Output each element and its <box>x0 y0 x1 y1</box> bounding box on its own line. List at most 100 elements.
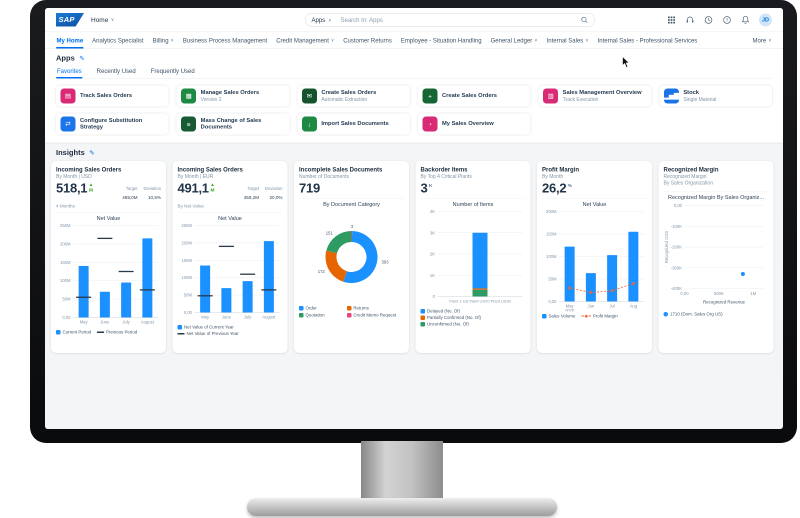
search-input[interactable]: Search In: Apps <box>340 16 383 24</box>
card-profit-margin[interactable]: Profit Margin By Month 26,2 % Net Value … <box>537 161 652 353</box>
apps-tab-frequently-used[interactable]: Frequently Used <box>150 67 195 75</box>
tab-credit-management[interactable]: Credit Management ∨ <box>276 36 335 44</box>
tab-general-ledger[interactable]: General Ledger ∨ <box>490 36 538 44</box>
shell-header: SAP Home ∨ Apps ∨ Search In: Apps <box>45 8 783 32</box>
trend-up-icon: ▲ <box>210 182 215 187</box>
monitor-stand-base <box>247 498 557 516</box>
space-selector[interactable]: Home ∨ <box>91 16 114 24</box>
svg-text:50M: 50M <box>184 293 193 298</box>
svg-text:100M: 100M <box>60 278 71 283</box>
tab-internal-sales[interactable]: Internal Sales ∨ <box>546 36 589 44</box>
legend-item: Order <box>299 306 344 311</box>
help-icon[interactable]: ? <box>722 15 732 25</box>
tab-more[interactable]: More ∨ <box>752 36 772 44</box>
chart-legend: Order Returns Quotation Credit Memo Request <box>299 306 404 318</box>
tile-stock[interactable]: ▂▅▇ Stock Single Material <box>659 85 772 107</box>
tile-import-sales-documents[interactable]: ↓ Import Sales Documents <box>297 113 410 135</box>
svg-text:200M: 200M <box>182 240 193 245</box>
card-incoming-sales-orders-eur[interactable]: Incoming Sales Orders By Month | EUR 491… <box>172 161 288 353</box>
insight-cards: Incoming Sales Orders By Month | USD 518… <box>51 161 777 353</box>
tab-employee-situation-handling[interactable]: Employee - Situation Handling <box>400 36 482 44</box>
svg-text:?: ? <box>726 17 729 22</box>
legend-item: Current Period <box>56 330 91 335</box>
apps-tab-favorites[interactable]: Favorites <box>56 66 83 79</box>
svg-text:0,00: 0,00 <box>62 315 71 320</box>
svg-text:-100K: -100K <box>671 224 682 229</box>
svg-text:200M: 200M <box>60 241 71 246</box>
legend-item: Credit Memo Request <box>346 313 404 318</box>
tab-internal-sales-professional-services[interactable]: Internal Sales - Professional Services <box>597 36 698 44</box>
legend-item: Net Value of Previous Year <box>177 331 283 336</box>
svg-text:Recognized COS: Recognized COS <box>664 231 669 264</box>
legend-item: Delayed (No. Of) <box>420 309 526 314</box>
svg-text:1M: 1M <box>750 291 756 296</box>
svg-text:-300K: -300K <box>671 265 682 270</box>
search-bar[interactable]: Apps ∨ Search In: Apps <box>305 13 595 27</box>
track-sales-orders-icon: ▤ <box>60 88 76 104</box>
edit-pencil-icon[interactable]: ✎ <box>79 54 85 62</box>
svg-text:-200K: -200K <box>671 245 682 250</box>
chevron-down-icon: ∨ <box>110 17 115 22</box>
svg-text:2K: 2K <box>430 252 435 257</box>
tab-customer-returns[interactable]: Customer Returns <box>343 36 392 44</box>
tile-track-sales-orders[interactable]: ▤ Track Sales Orders <box>56 85 169 107</box>
tile-create-sales-orders[interactable]: + Create Sales Orders <box>417 85 531 107</box>
svg-text:500K: 500K <box>714 291 724 296</box>
tile-configure-substitution-strategy[interactable]: ⇄ Configure Substitution Strategy <box>56 113 169 135</box>
svg-text:393: 393 <box>382 260 390 265</box>
chevron-down-icon: ∨ <box>534 37 538 43</box>
legend-item: Quotation <box>299 313 344 318</box>
tab-analytics-specialist[interactable]: Analytics Specialist <box>92 36 144 44</box>
header-actions: ? JD <box>667 13 772 27</box>
recent-activities-icon[interactable] <box>704 15 714 25</box>
card-recognized-margin[interactable]: Recognized Margin Recognized Margin By S… <box>658 161 774 353</box>
legend-item: Profit Margin <box>581 314 618 319</box>
svg-text:June: June <box>100 320 110 325</box>
edit-pencil-icon[interactable]: ✎ <box>89 148 95 157</box>
chart-legend: Net Value of Current Year Net Value of Pr… <box>177 325 283 336</box>
apps-section: Apps ✎ Favorites Recently Used Frequentl… <box>45 49 783 143</box>
svg-text:3: 3 <box>351 224 354 229</box>
incoming-sales-orders-eur-chart: 250M 200M 150M 100M 50M 0,00 May June July August <box>182 223 280 320</box>
tile-my-sales-overview[interactable]: ◔ My Sales Overview <box>417 113 531 135</box>
chevron-down-icon: ∨ <box>330 37 335 43</box>
svg-text:0,00: 0,00 <box>674 203 683 208</box>
svg-text:172: 172 <box>318 269 326 274</box>
insights-section-title: Insights ✎ <box>56 148 95 158</box>
trend-up-icon: ▲ <box>88 182 94 187</box>
search-scope-select[interactable]: Apps <box>311 16 326 24</box>
chart-legend: 1710 (Dom. Sales Org US) <box>663 312 769 317</box>
user-avatar[interactable]: JD <box>759 13 772 27</box>
search-icon[interactable] <box>581 16 589 24</box>
apps-tab-recently-used[interactable]: Recently Used <box>96 67 136 75</box>
notifications-bell-icon[interactable] <box>741 15 751 25</box>
svg-text:50M: 50M <box>548 277 557 282</box>
legend-item: Previous Period <box>97 330 137 335</box>
tile-create-sales-orders-automatic-extraction[interactable]: ✉ Create Sales Orders Automatic Extractio… <box>297 85 410 107</box>
tab-business-process-management[interactable]: Business Process Management <box>182 36 268 44</box>
legend-item: Returns <box>346 306 404 311</box>
svg-text:July: July <box>122 320 130 325</box>
svg-text:4K: 4K <box>430 209 435 214</box>
chart-legend: Delayed (No. Of) Partially Confirmed (No.… <box>420 309 526 327</box>
tile-sales-management-overview[interactable]: ▥ Sales Management Overview Track Executi… <box>538 85 652 107</box>
svg-text:June: June <box>222 315 232 320</box>
tile-mass-change-of-sales-documents[interactable]: ≡ Mass Change of Sales Documents <box>176 113 290 135</box>
card-incoming-sales-orders-usd[interactable]: Incoming Sales Orders By Month | USD 518… <box>51 161 166 353</box>
monitor-screen: SAP Home ∨ Apps ∨ Search In: Apps <box>45 8 783 429</box>
legend-item: Unconfirmed (No. Of) <box>420 322 526 327</box>
app-tiles: ▤ Track Sales Orders ▦ Manage Sales Orde… <box>56 85 772 135</box>
card-incomplete-sales-documents[interactable]: Incomplete Sales Documents Number of Doc… <box>294 161 409 353</box>
support-headset-icon[interactable] <box>685 15 695 25</box>
import-sales-documents-icon: ↓ <box>301 116 317 132</box>
svg-text:150M: 150M <box>182 258 193 263</box>
tile-manage-sales-orders[interactable]: ▦ Manage Sales Orders Version 2 <box>176 85 290 107</box>
tab-billing[interactable]: Billing ∨ <box>152 36 174 44</box>
svg-text:August: August <box>262 315 276 320</box>
card-backorder-items[interactable]: Backorder Items By Top 4 Critical Plants… <box>415 161 531 353</box>
tab-my-home[interactable]: My Home <box>52 32 88 49</box>
stock-icon: ▂▅▇ <box>663 88 679 104</box>
product-switcher-icon[interactable] <box>667 15 677 25</box>
svg-text:150M: 150M <box>60 260 71 265</box>
